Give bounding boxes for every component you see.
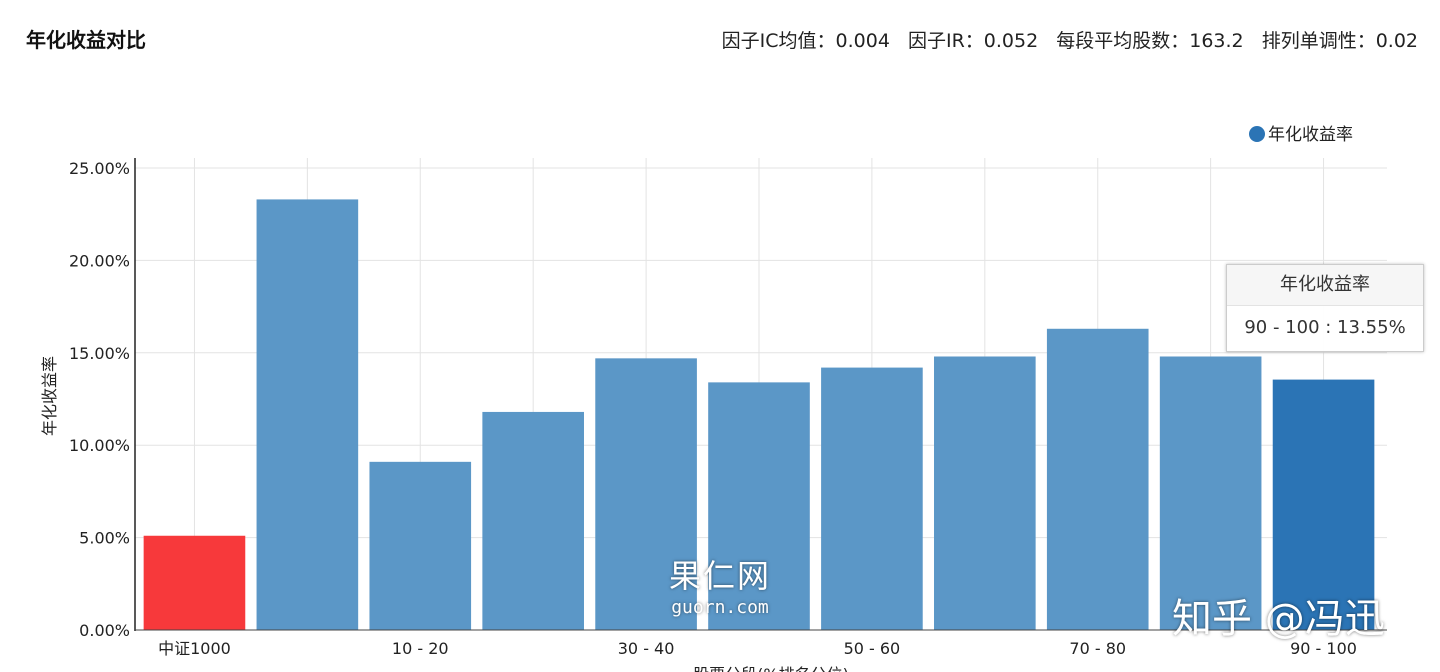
- x-tick-label: 90 - 100: [1290, 639, 1357, 658]
- y-tick-label: 5.00%: [79, 529, 130, 548]
- y-tick-label: 10.00%: [69, 436, 130, 455]
- bar: [1046, 328, 1149, 630]
- bar: [821, 367, 923, 630]
- bar: [708, 382, 810, 630]
- bar: [256, 199, 359, 630]
- legend: 年化收益率: [1249, 125, 1353, 145]
- x-tick-label: 50 - 60: [844, 639, 901, 658]
- bars: [143, 199, 1375, 630]
- bar: [482, 411, 584, 630]
- chart-tooltip: 年化收益率 90 - 100 : 13.55%: [1226, 264, 1424, 352]
- zhihu-watermark: 知乎 @冯迅: [1172, 596, 1385, 642]
- tooltip-title: 年化收益率: [1227, 265, 1423, 306]
- stat-avg-stock-count: 每段平均股数：163.2: [1056, 30, 1244, 52]
- x-tick-label: 30 - 40: [618, 639, 675, 658]
- y-tick-label: 20.00%: [69, 251, 130, 270]
- y-tick-label: 25.00%: [69, 159, 130, 178]
- bar: [934, 356, 1036, 630]
- x-tick-label: 70 - 80: [1069, 639, 1126, 658]
- y-tick-label: 0.00%: [79, 621, 130, 640]
- bar: [595, 358, 697, 630]
- legend-marker: [1249, 126, 1265, 142]
- bar: [1272, 379, 1375, 630]
- tooltip-value: 90 - 100 : 13.55%: [1244, 317, 1406, 338]
- benchmark-bar: [143, 535, 246, 630]
- watermark-site-cn: 果仁网: [668, 557, 771, 595]
- x-tick-label: 10 - 20: [392, 639, 449, 658]
- stat-ir: 因子IR：0.052: [907, 30, 1039, 52]
- factor-stats: 因子IC均值：0.004 因子IR：0.052 每段平均股数：163.2 排列单…: [710, 26, 1418, 53]
- y-tick-label: 15.00%: [69, 344, 130, 363]
- watermark-site-en: guorn.com: [671, 597, 769, 618]
- legend-label: 年化收益率: [1268, 125, 1353, 145]
- page-title: 年化收益对比: [26, 28, 146, 52]
- stat-ic-mean: 因子IC均值：0.004: [721, 30, 890, 52]
- bar: [369, 461, 472, 630]
- y-axis-label: 年化收益率: [40, 356, 59, 436]
- stat-monotonicity: 排列单调性：0.02: [1261, 30, 1418, 52]
- axes: 0.00% 5.00% 10.00% 15.00% 20.00% 25.00% 中证1000…: [40, 158, 1387, 672]
- bar: [1159, 356, 1262, 630]
- guorn-watermark: 果仁网 guorn.com: [655, 556, 785, 620]
- x-axis-label: 股票分段(%排名分位): [693, 665, 849, 672]
- x-tick-label: 中证1000: [158, 639, 231, 658]
